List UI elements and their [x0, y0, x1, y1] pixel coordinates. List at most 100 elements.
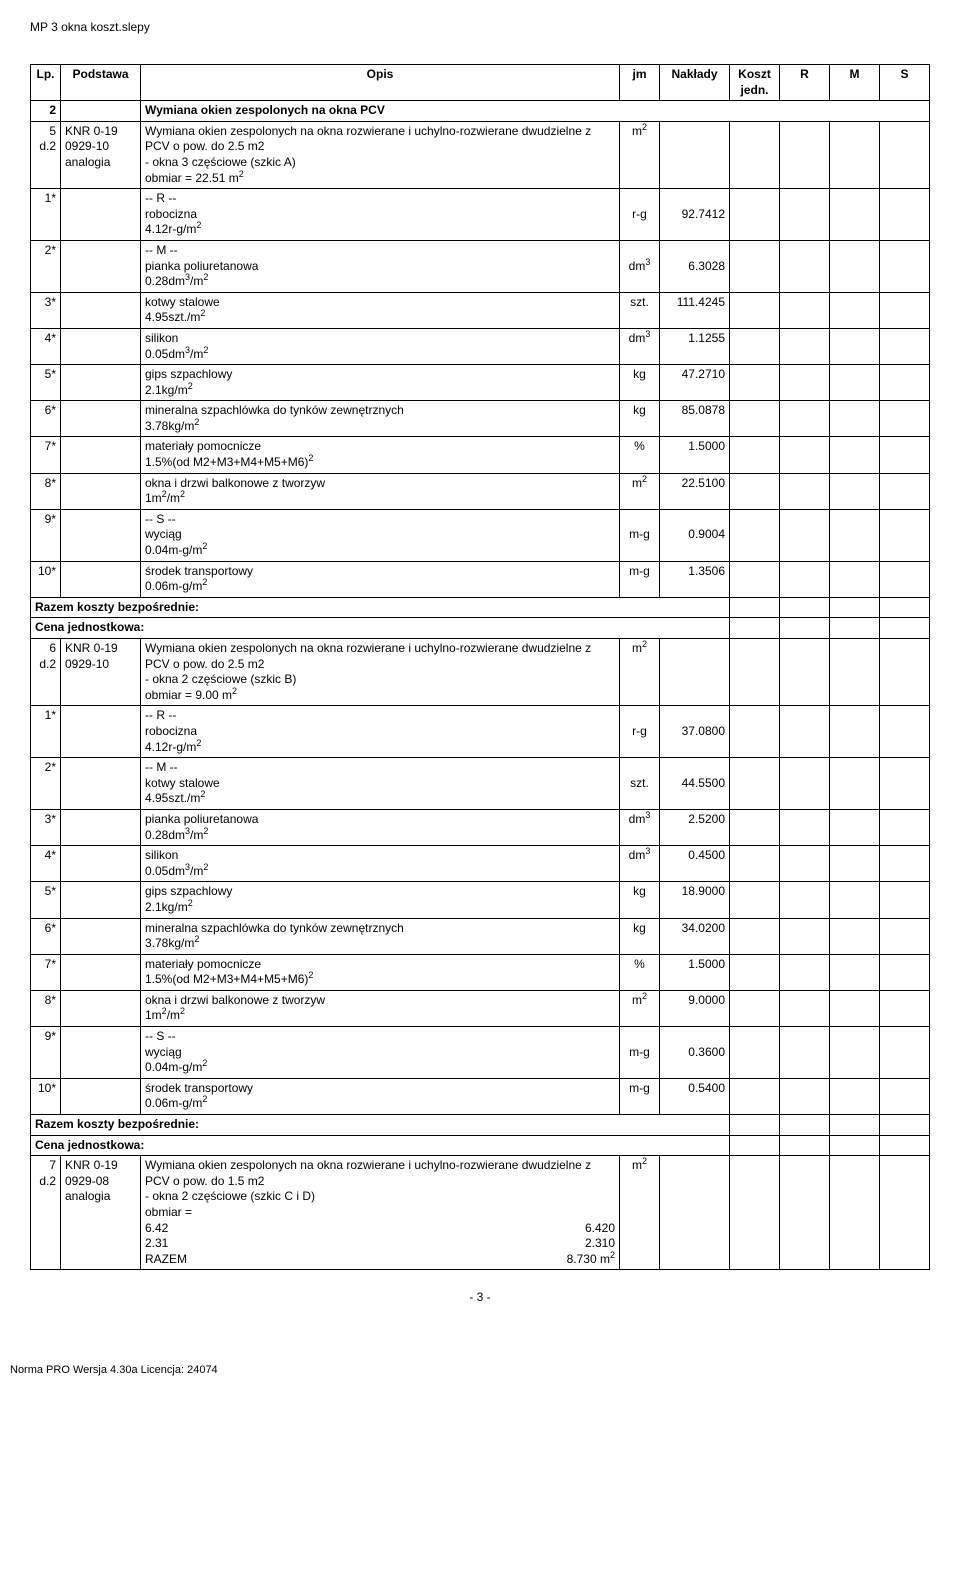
nak: 9.0000 — [660, 990, 730, 1026]
item6-nak — [660, 639, 730, 706]
row-6-8: 8*okna i drzwi balkonowe z tworzyw1m2/m2… — [31, 990, 930, 1026]
c — [730, 121, 780, 188]
th-lp: Lp. — [31, 65, 61, 101]
c — [880, 954, 930, 990]
c — [880, 1027, 930, 1079]
nak: 0.9004 — [660, 509, 730, 561]
c — [780, 292, 830, 328]
c — [830, 846, 880, 882]
c — [780, 758, 830, 810]
c — [830, 1078, 880, 1114]
table-header-row: Lp. Podstawa Opis jm Nakłady Koszt jedn.… — [31, 65, 930, 101]
th-naklady: Nakłady — [660, 65, 730, 101]
c — [830, 401, 880, 437]
opis: gips szpachlowy2.1kg/m2 — [141, 365, 620, 401]
c — [880, 292, 930, 328]
jm: m-g — [620, 509, 660, 561]
footer-text: Norma PRO Wersja 4.30a Licencja: 24074 — [0, 1364, 960, 1376]
opis: -- R --robocizna4.12r-g/m2 — [141, 706, 620, 758]
th-podstawa: Podstawa — [61, 65, 141, 101]
row-5-4: 4*silikon0.05dm3/m2dm31.1255 — [31, 328, 930, 364]
c — [730, 618, 780, 639]
cena-row2: Cena jednostkowa: — [31, 1135, 930, 1156]
c — [880, 1135, 930, 1156]
opis: -- S --wyciąg0.04m-g/m2 — [141, 509, 620, 561]
th-m: M — [830, 65, 880, 101]
jm: dm3 — [620, 846, 660, 882]
c — [880, 189, 930, 241]
opis: okna i drzwi balkonowe z tworzyw1m2/m2 — [141, 990, 620, 1026]
th-r: R — [780, 65, 830, 101]
cena: Cena jednostkowa: — [31, 1135, 730, 1156]
pod — [61, 509, 141, 561]
pod — [61, 758, 141, 810]
pod — [61, 473, 141, 509]
row-5-7: 7*materiały pomocnicze1.5%(od M2+M3+M4+M… — [31, 437, 930, 473]
lp: 7* — [31, 954, 61, 990]
nak: 37.0800 — [660, 706, 730, 758]
c — [830, 809, 880, 845]
item6-pod: KNR 0-190929-10 — [61, 639, 141, 706]
nak: 18.9000 — [660, 882, 730, 918]
c — [880, 918, 930, 954]
row-6-10: 10*środek transportowy0.06m-g/m2m-g0.540… — [31, 1078, 930, 1114]
c — [730, 1156, 780, 1270]
c — [780, 365, 830, 401]
lp: 5* — [31, 882, 61, 918]
c — [780, 509, 830, 561]
c — [830, 639, 880, 706]
opis: okna i drzwi balkonowe z tworzyw1m2/m2 — [141, 473, 620, 509]
nak: 0.5400 — [660, 1078, 730, 1114]
c — [730, 1078, 780, 1114]
pod — [61, 809, 141, 845]
lp: 4* — [31, 846, 61, 882]
jm: kg — [620, 882, 660, 918]
row-6-2: 2*-- M --kotwy stalowe4.95szt./m2szt.44.… — [31, 758, 930, 810]
c — [830, 328, 880, 364]
lp: 9* — [31, 1027, 61, 1079]
jm: % — [620, 437, 660, 473]
jm: % — [620, 954, 660, 990]
row-6-6: 6*mineralna szpachlówka do tynków zewnęt… — [31, 918, 930, 954]
pod — [61, 328, 141, 364]
c — [730, 1027, 780, 1079]
c — [880, 882, 930, 918]
cena-row: Cena jednostkowa: — [31, 618, 930, 639]
c — [880, 328, 930, 364]
pod — [61, 437, 141, 473]
jm: m2 — [620, 990, 660, 1026]
pod — [61, 292, 141, 328]
c — [780, 882, 830, 918]
page-number: - 3 - — [30, 1290, 930, 1304]
lp: 6* — [31, 918, 61, 954]
row-6-9: 9*-- S --wyciąg0.04m-g/m2m-g0.3600 — [31, 1027, 930, 1079]
c — [780, 954, 830, 990]
c — [830, 954, 880, 990]
razem-row: Razem koszty bezpośrednie: — [31, 597, 930, 618]
nak: 0.4500 — [660, 846, 730, 882]
jm: m-g — [620, 1027, 660, 1079]
item7-opis: Wymiana okien zespolonych na okna rozwie… — [141, 1156, 620, 1270]
row-6-3: 3*pianka poliuretanowa0.28dm3/m2dm32.520… — [31, 809, 930, 845]
th-opis: Opis — [141, 65, 620, 101]
nak: 44.5500 — [660, 758, 730, 810]
item7-jm: m2 — [620, 1156, 660, 1270]
item6-row: 6d.2KNR 0-190929-10Wymiana okien zespolo… — [31, 639, 930, 706]
jm: kg — [620, 918, 660, 954]
c — [830, 1115, 880, 1136]
c — [830, 292, 880, 328]
row-5-1: 1*-- R --robocizna4.12r-g/m2r-g92.7412 — [31, 189, 930, 241]
c — [780, 846, 830, 882]
item7-nak — [660, 1156, 730, 1270]
jm: m-g — [620, 1078, 660, 1114]
c — [830, 437, 880, 473]
c — [830, 758, 880, 810]
c — [830, 1027, 880, 1079]
nak: 92.7412 — [660, 189, 730, 241]
item6-jm: m2 — [620, 639, 660, 706]
jm: szt. — [620, 292, 660, 328]
c — [830, 365, 880, 401]
nak: 111.4245 — [660, 292, 730, 328]
jm: r-g — [620, 189, 660, 241]
lp: 7* — [31, 437, 61, 473]
